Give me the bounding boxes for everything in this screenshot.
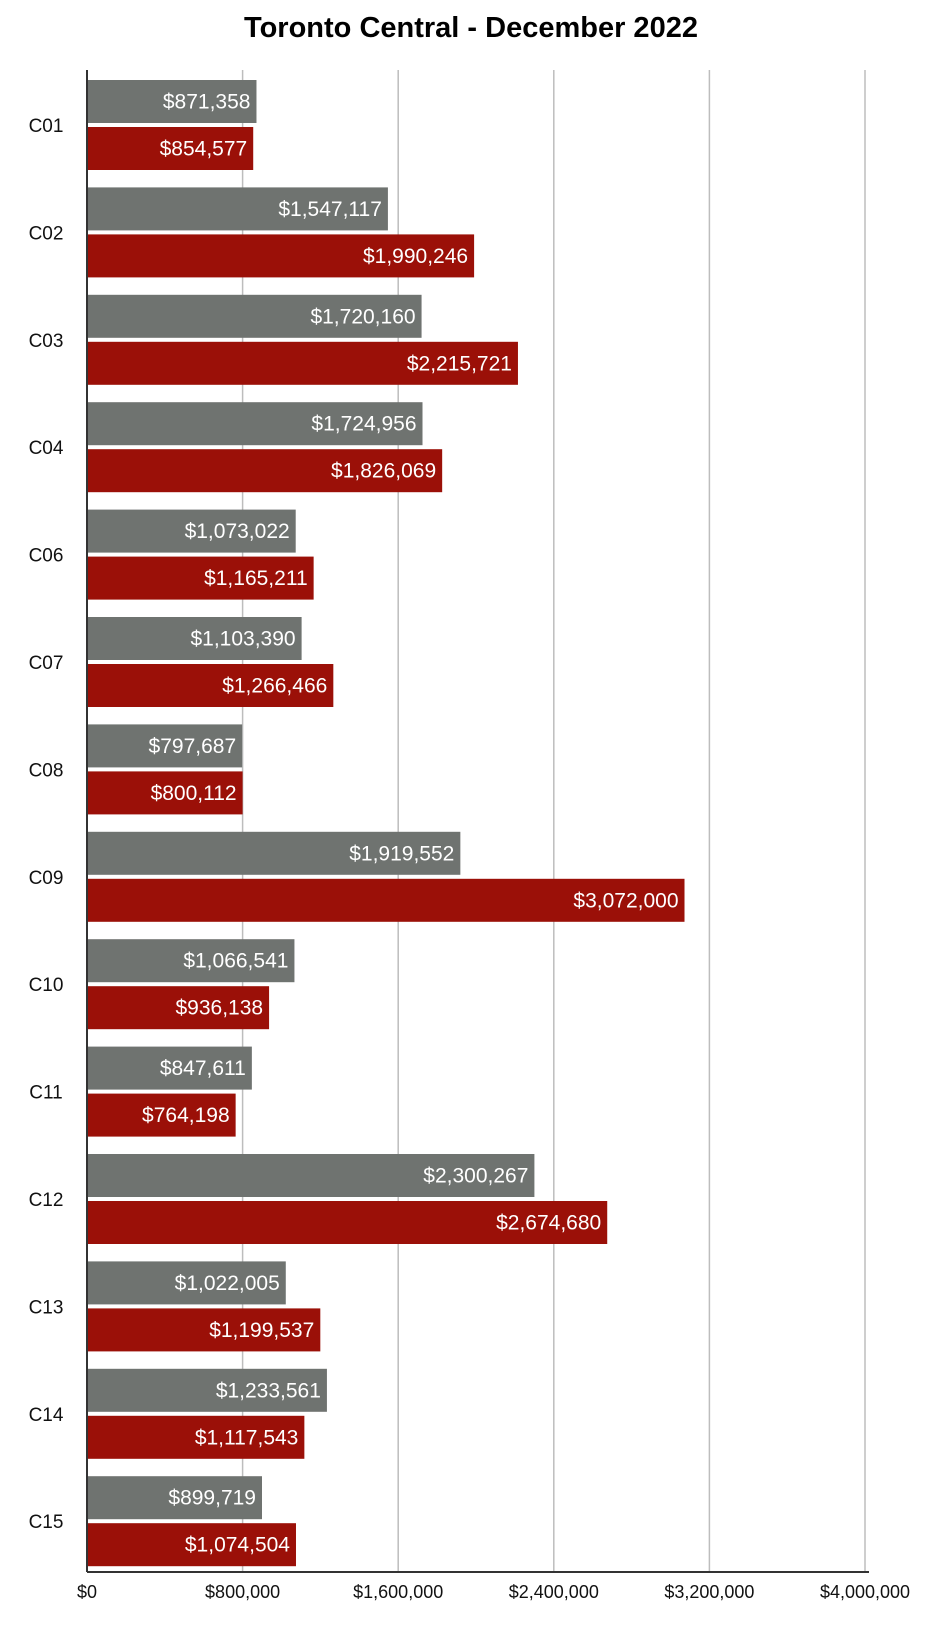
bar-value-label: $800,112 — [151, 782, 237, 805]
bar — [87, 664, 334, 707]
bar — [87, 878, 685, 922]
bar — [87, 80, 257, 123]
category-label: C06 — [29, 546, 64, 567]
bar — [87, 294, 422, 338]
bar — [87, 556, 314, 600]
bar — [87, 986, 270, 1030]
bar-value-label: $797,687 — [149, 735, 237, 758]
bar — [87, 1093, 236, 1137]
bar — [87, 831, 461, 875]
bar — [87, 127, 254, 170]
category-label: C02 — [29, 223, 64, 244]
bar-value-label: $2,674,680 — [496, 1212, 601, 1235]
bar — [87, 1523, 296, 1567]
bar — [87, 449, 443, 493]
bar-value-label: $2,215,721 — [407, 352, 512, 375]
x-tick-label: $1,600,000 — [353, 1582, 443, 1602]
category-label: C10 — [29, 975, 64, 996]
category-label: C08 — [29, 760, 64, 781]
x-tick-label: $2,400,000 — [509, 1582, 599, 1602]
bar-value-label: $1,066,541 — [183, 950, 288, 973]
bar-value-label: $1,073,022 — [185, 520, 290, 543]
bar-value-label: $1,165,211 — [204, 567, 308, 590]
bar — [87, 1368, 327, 1412]
x-tick-label: $800,000 — [205, 1582, 280, 1602]
category-label: C09 — [29, 868, 64, 889]
category-label: C03 — [29, 331, 64, 352]
bar-value-label: $764,198 — [142, 1104, 230, 1127]
bar — [87, 1046, 252, 1090]
bar — [87, 187, 388, 231]
bar-value-label: $936,138 — [175, 997, 263, 1020]
bar-value-label: $1,919,552 — [349, 842, 454, 865]
bar — [87, 617, 302, 660]
bar-value-label: $1,720,160 — [310, 305, 415, 328]
bar — [87, 1308, 321, 1352]
bar-value-label: $1,826,069 — [331, 460, 436, 483]
bar-value-label: $1,266,466 — [222, 675, 327, 698]
bar — [87, 341, 518, 385]
bar-value-label: $1,233,561 — [216, 1379, 321, 1402]
x-tick-label: $3,200,000 — [664, 1582, 754, 1602]
bar — [87, 1476, 262, 1520]
bar-value-label: $871,358 — [163, 91, 251, 114]
bar — [87, 234, 475, 278]
bar — [87, 724, 243, 768]
category-label: C01 — [29, 116, 64, 137]
category-label: C15 — [29, 1512, 64, 1533]
x-tick-label: $4,000,000 — [820, 1582, 910, 1602]
bar — [87, 1415, 305, 1459]
bar-value-label: $899,719 — [168, 1487, 256, 1510]
bar — [87, 1261, 286, 1305]
category-label: C04 — [29, 438, 64, 459]
bar-value-label: $1,547,117 — [278, 198, 382, 221]
bar-value-label: $3,072,000 — [573, 889, 678, 912]
bar — [87, 1201, 608, 1244]
bar-value-label: $1,199,537 — [209, 1319, 314, 1342]
bar — [87, 939, 295, 983]
bar-value-label: $1,022,005 — [175, 1272, 280, 1295]
bar-value-label: $1,990,246 — [363, 245, 468, 268]
category-label: C11 — [29, 1083, 62, 1104]
bar-value-label: $1,724,956 — [311, 413, 416, 436]
category-label: C07 — [29, 653, 64, 674]
category-label: C12 — [29, 1190, 64, 1211]
x-tick-label: $0 — [77, 1582, 97, 1602]
bar — [87, 402, 423, 446]
category-label: C13 — [29, 1297, 64, 1318]
bar — [87, 1154, 535, 1197]
bar-value-label: $854,577 — [160, 138, 248, 161]
bar-value-label: $2,300,267 — [423, 1165, 528, 1188]
bar-value-label: $847,611 — [160, 1057, 246, 1080]
bar — [87, 771, 243, 815]
bar-value-label: $1,103,390 — [190, 628, 295, 651]
bar — [87, 509, 296, 553]
chart-title: Toronto Central - December 2022 — [244, 12, 698, 44]
category-label: C14 — [29, 1405, 64, 1426]
bar-value-label: $1,074,504 — [185, 1534, 290, 1557]
bar-value-label: $1,117,543 — [195, 1426, 299, 1449]
